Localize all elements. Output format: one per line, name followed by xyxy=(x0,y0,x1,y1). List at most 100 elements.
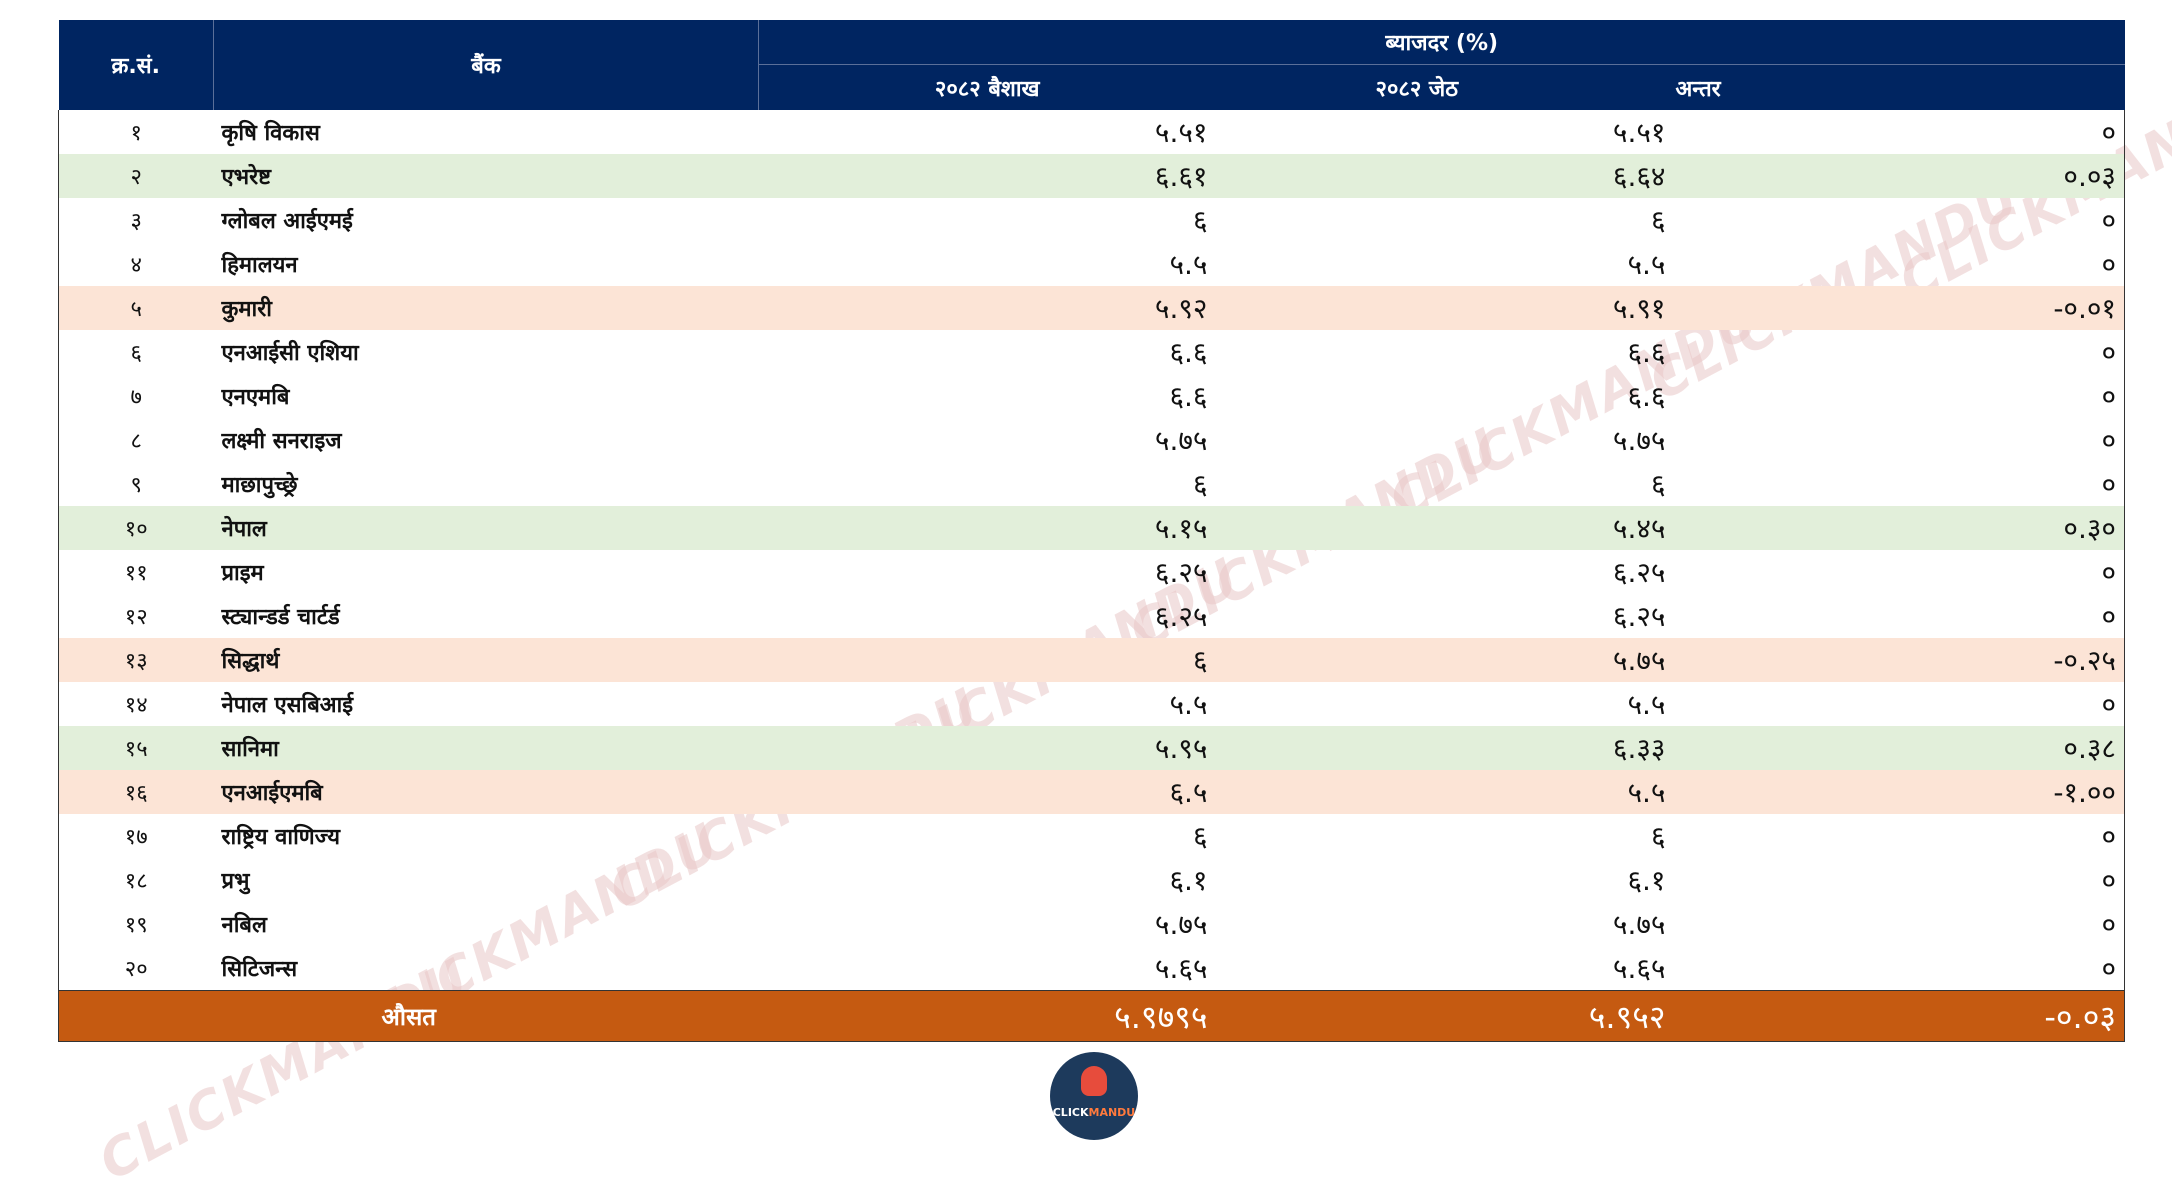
table-row: ३ ग्लोबल आईएमई ६ ६ ० xyxy=(59,198,2125,242)
baisakh-rate: ५.५ xyxy=(1169,248,1208,281)
bank-name: स्ट्यान्डर्ड चार्टर्ड xyxy=(221,605,340,630)
baisakh-rate: ५.५ xyxy=(1169,688,1208,721)
serial-number: ११ xyxy=(124,561,148,586)
bank-name: कुमारी xyxy=(213,286,759,330)
rate-difference: ० xyxy=(2101,424,2116,457)
rate-difference: ० xyxy=(2101,468,2116,501)
serial-number: १ xyxy=(130,121,142,146)
serial-number: १५ xyxy=(58,726,214,770)
baisakh-rate: ६.१ xyxy=(1169,864,1208,897)
rate-difference: ०.०३ xyxy=(1673,154,2125,198)
jeth-rate: ५.५ xyxy=(1627,688,1666,721)
baisakh-rate: ५.७५ xyxy=(1154,908,1208,941)
bank-name: नेपाल एसबिआई xyxy=(221,693,354,718)
table-header: क्र.सं. बैंक ब्याजदर (%) २०८२ बैशाख २०८२… xyxy=(58,20,2125,110)
rate-difference: ० xyxy=(2101,116,2116,149)
table-row: १४ नेपाल एसबिआई ५.५ ५.५ ० xyxy=(59,682,2125,726)
rate-difference: -१.०० xyxy=(1673,770,2125,814)
baisakh-rate: ६.६ xyxy=(1169,380,1208,413)
interest-rate-table-container: क्र.सं. बैंक ब्याजदर (%) २०८२ बैशाख २०८२… xyxy=(58,20,2125,1042)
table-row: ४ हिमालयन ५.५ ५.५ ० xyxy=(59,242,2125,286)
table-row: १६ एनआईएमबि ६.५ ५.५ -१.०० xyxy=(58,770,2125,814)
baisakh-rate: ५.६५ xyxy=(1154,952,1208,985)
table-row: ८ लक्ष्मी सनराइज ५.७५ ५.७५ ० xyxy=(59,418,2125,462)
interest-rate-group-header: ब्याजदर (%) xyxy=(758,20,2125,65)
serial-number: ५ xyxy=(58,286,214,330)
serial-number: १२ xyxy=(124,605,148,630)
bank-name: सानिमा xyxy=(213,726,759,770)
bank-name: हिमालयन xyxy=(221,253,298,278)
interest-rate-table: क्र.सं. बैंक ब्याजदर (%) २०८२ बैशाख २०८२… xyxy=(58,20,2125,1042)
bank-name: एभरेष्ट xyxy=(213,154,759,198)
serial-number: १६ xyxy=(58,770,214,814)
serial-number: ९ xyxy=(130,473,142,498)
bank-name: नेपाल xyxy=(213,506,759,550)
bank-name: प्राइम xyxy=(221,561,264,586)
table-row: १३ सिद्धार्थ ६ ५.७५ -०.२५ xyxy=(58,638,2125,682)
rate-difference: ० xyxy=(2101,952,2116,985)
bank-name: ग्लोबल आईएमई xyxy=(221,209,353,234)
serial-number: २ xyxy=(58,154,214,198)
table-row: १ कृषि विकास ५.५१ ५.५१ ० xyxy=(59,110,2125,154)
bank-name: प्रभु xyxy=(221,869,250,894)
average-baisakh-rate: ५.९७९५ xyxy=(758,990,1216,1042)
jeth-rate: ५.७५ xyxy=(1612,908,1666,941)
table-row: १२ स्ट्यान्डर्ड चार्टर्ड ६.२५ ६.२५ ० xyxy=(59,594,2125,638)
baisakh-rate: ६.५ xyxy=(758,770,1216,814)
jeth-rate: ५.४५ xyxy=(1215,506,1674,550)
jeth-rate: ५.७५ xyxy=(1215,638,1674,682)
rate-difference: ० xyxy=(2101,380,2116,413)
table-row: १९ नबिल ५.७५ ५.७५ ० xyxy=(59,902,2125,946)
baisakh-rate: ५.१५ xyxy=(758,506,1216,550)
rate-difference: ० xyxy=(2101,820,2116,853)
rate-difference: ० xyxy=(2101,600,2116,633)
jeth-rate: ५.५१ xyxy=(1612,116,1666,149)
bank-name: नबिल xyxy=(221,913,267,938)
table-body: १ कृषि विकास ५.५१ ५.५१ ० २ एभरेष्ट ६.६१ … xyxy=(58,110,2125,1042)
serial-number: ७ xyxy=(130,385,142,410)
jeth-rate: ५.७५ xyxy=(1612,424,1666,457)
serial-number: १९ xyxy=(124,913,148,938)
jeth-rate: ५.९१ xyxy=(1215,286,1674,330)
rate-difference: ० xyxy=(2101,864,2116,897)
jeth-rate: ६.६ xyxy=(1627,380,1666,413)
bank-name: लक्ष्मी सनराइज xyxy=(221,429,342,454)
hand-pointer-icon xyxy=(1081,1066,1107,1096)
rate-difference: ०.३८ xyxy=(1673,726,2125,770)
jeth-rate: ६.६ xyxy=(1627,336,1666,369)
serial-number: १७ xyxy=(124,825,148,850)
rate-difference: ० xyxy=(2101,336,2116,369)
bank-name: राष्ट्रिय वाणिज्य xyxy=(221,825,341,850)
jeth-header: २०८२ जेठ xyxy=(1215,64,1674,110)
serial-number: २० xyxy=(124,957,148,982)
bank-name: एनएमबि xyxy=(221,385,290,410)
baisakh-header: २०८२ बैशाख xyxy=(758,64,1216,110)
rate-difference: ० xyxy=(2101,688,2116,721)
table-row: २० सिटिजन्स ५.६५ ५.६५ ० xyxy=(59,946,2125,991)
baisakh-rate: ५.७५ xyxy=(1154,424,1208,457)
jeth-rate: ५.६५ xyxy=(1612,952,1666,985)
table-row: २ एभरेष्ट ६.६१ ६.६४ ०.०३ xyxy=(58,154,2125,198)
jeth-rate: ६.१ xyxy=(1627,864,1666,897)
table-row: १८ प्रभु ६.१ ६.१ ० xyxy=(59,858,2125,902)
baisakh-rate: ६ xyxy=(1192,204,1208,237)
rate-difference: -०.०१ xyxy=(1673,286,2125,330)
bank-name: एनआईसी एशिया xyxy=(221,341,359,366)
serial-number: ८ xyxy=(130,429,142,454)
jeth-rate: ६.६४ xyxy=(1215,154,1674,198)
bank-header: बैंक xyxy=(213,20,759,110)
serial-number: १८ xyxy=(124,869,148,894)
serial-number: ४ xyxy=(130,253,142,278)
serial-number: १३ xyxy=(58,638,214,682)
table-row: १० नेपाल ५.१५ ५.४५ ०.३० xyxy=(58,506,2125,550)
jeth-rate: ६.२५ xyxy=(1612,600,1666,633)
baisakh-rate: ६.६ xyxy=(1169,336,1208,369)
rate-difference: ० xyxy=(2101,204,2116,237)
jeth-rate: ६.२५ xyxy=(1612,556,1666,589)
rate-difference: ० xyxy=(2101,908,2116,941)
baisakh-rate: ५.९५ xyxy=(758,726,1216,770)
jeth-rate: ५.५ xyxy=(1627,248,1666,281)
rate-difference: ०.३० xyxy=(1673,506,2125,550)
table-row: १५ सानिमा ५.९५ ६.३३ ०.३८ xyxy=(58,726,2125,770)
baisakh-rate: ६.२५ xyxy=(1154,556,1208,589)
